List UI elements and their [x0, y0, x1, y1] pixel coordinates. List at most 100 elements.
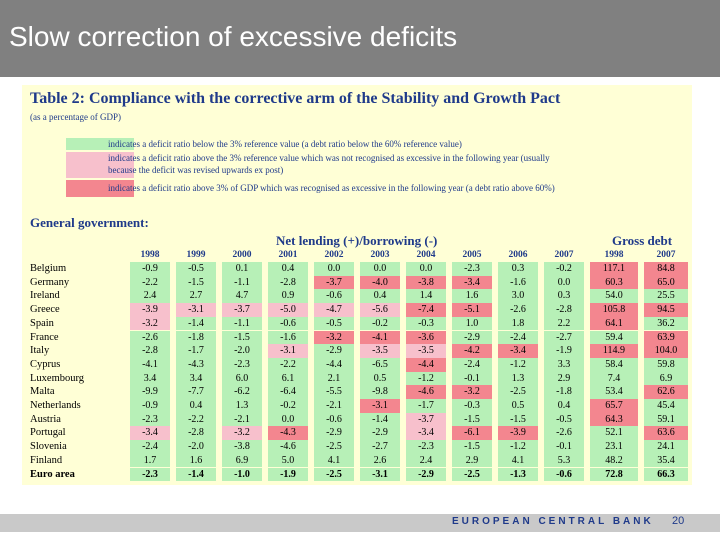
table-row: Cyprus -4.1 -4.3 -2.3 -2.2 -4.4 -6.5 -4.4 -2.4 -1… — [22, 357, 692, 372]
table-cell: -2.2 — [130, 275, 170, 290]
table-cell: -2.3 — [130, 412, 170, 427]
table-cell: -3.4 — [498, 344, 538, 358]
table-cell: 63.6 — [644, 426, 688, 441]
table-cell: -2.5 — [314, 440, 354, 454]
year-header: 2007 — [554, 250, 574, 260]
table-cell: -2.9 — [314, 344, 354, 358]
table-cell: 0.4 — [268, 262, 308, 276]
table-cell: -0.5 — [544, 412, 584, 427]
country-name: Italy — [30, 345, 50, 357]
table-cell: -4.4 — [406, 357, 446, 372]
table-cell: 59.8 — [644, 357, 688, 372]
table-cell: 24.1 — [644, 440, 688, 454]
table-cell: -1.3 — [498, 467, 538, 482]
table-cell: -2.9 — [314, 426, 354, 441]
table-cell: 66.3 — [644, 467, 688, 482]
table-cell: 2.1 — [314, 371, 354, 386]
table-cell: -9.8 — [360, 385, 400, 399]
table-cell: -1.9 — [268, 467, 308, 482]
table-cell: -3.1 — [360, 399, 400, 413]
table-cell: 4.1 — [314, 453, 354, 468]
table-cell: -1.7 — [406, 399, 446, 413]
table-cell: -7.7 — [176, 385, 216, 399]
year-header: 1998 — [604, 250, 624, 260]
table-cell: 104.0 — [644, 344, 688, 358]
country-name: Portugal — [30, 427, 66, 439]
table-cell: 0.4 — [544, 399, 584, 413]
table-cell: -1.4 — [176, 467, 216, 482]
table-row: Malta -9.9 -7.7 -6.2 -6.4 -5.5 -9.8 -4.6 -3.2 -2.… — [22, 385, 692, 399]
table-cell: 0.1 — [222, 262, 262, 276]
table-cell: -4.3 — [176, 357, 216, 372]
table-cell: -1.5 — [222, 330, 262, 345]
table-cell: -3.7 — [314, 275, 354, 290]
table-cell: 1.3 — [222, 399, 262, 413]
table-cell: -5.6 — [360, 303, 400, 317]
table-cell: -3.1 — [360, 467, 400, 482]
table-cell: -0.6 — [314, 289, 354, 304]
table-cell: 1.0 — [452, 316, 492, 331]
country-name: Spain — [30, 317, 54, 329]
table-cell: -0.6 — [268, 316, 308, 331]
table-cell: -3.7 — [406, 412, 446, 427]
country-name: Slovenia — [30, 441, 67, 453]
table-row: Portugal -3.4 -2.8 -3.2 -4.3 -2.9 -2.9 -3.4 -6.1… — [22, 426, 692, 441]
year-header: 1998 — [140, 250, 160, 260]
table-cell: -2.5 — [314, 467, 354, 482]
table-cell: -1.6 — [498, 275, 538, 290]
table-cell: 94.5 — [644, 303, 688, 317]
table-cell: -0.2 — [268, 399, 308, 413]
country-name: Austria — [30, 413, 61, 425]
table-cell: 58.4 — [590, 357, 638, 372]
table-cell: 0.5 — [360, 371, 400, 386]
table-cell: -1.6 — [268, 330, 308, 345]
table-cell: -0.5 — [314, 316, 354, 331]
table-cell: -3.2 — [314, 330, 354, 345]
table-cell: 35.4 — [644, 453, 688, 468]
table-cell: -0.1 — [544, 440, 584, 454]
table-cell: 2.4 — [130, 289, 170, 304]
country-name: Germany — [30, 276, 70, 288]
table-cell: -3.7 — [222, 303, 262, 317]
table-cell: 117.1 — [590, 262, 638, 276]
table-row: Austria -2.3 -2.2 -2.1 0.0 -0.6 -1.4 -3.7 -1.5 -1… — [22, 412, 692, 427]
table-row: Belgium -0.9 -0.5 0.1 0.4 0.0 0.0 0.0 -2.3 0.3 -0.… — [22, 262, 692, 276]
table-cell: 0.3 — [498, 262, 538, 276]
table-cell: 64.1 — [590, 316, 638, 331]
table-cell: 3.4 — [176, 371, 216, 386]
table-cell: 6.9 — [222, 453, 262, 468]
table-cell: -1.5 — [452, 412, 492, 427]
table-cell: -3.2 — [452, 385, 492, 399]
country-name: Cyprus — [30, 358, 61, 370]
legend-text-green: indicates a deficit ratio below the 3% r… — [108, 139, 462, 149]
year-header: 2000 — [232, 250, 252, 260]
country-name: Finland — [30, 454, 63, 466]
table-cell: 0.0 — [360, 262, 400, 276]
table-cell: 2.6 — [360, 453, 400, 468]
table-cell: -1.8 — [176, 330, 216, 345]
table-cell: 59.1 — [644, 412, 688, 427]
table-cell: 59.4 — [590, 330, 638, 345]
table-row: Spain -3.2 -1.4 -1.1 -0.6 -0.5 -0.2 -0.3 1.0 1.8 2… — [22, 316, 692, 331]
table-cell: -2.8 — [544, 303, 584, 317]
table-row: Greece -3.9 -3.1 -3.7 -5.0 -4.7 -5.6 -7.4 -5.1 -2… — [22, 303, 692, 317]
table-cell: -1.5 — [176, 275, 216, 290]
table-cell: -1.7 — [176, 344, 216, 358]
table-cell: 2.9 — [544, 371, 584, 386]
table-cell: -0.5 — [176, 262, 216, 276]
table-cell: 5.3 — [544, 453, 584, 468]
country-name: France — [30, 331, 59, 343]
table-cell: -2.5 — [498, 385, 538, 399]
table-cell: 3.0 — [498, 289, 538, 304]
table-cell: -2.6 — [544, 426, 584, 441]
table-cell: 0.4 — [176, 399, 216, 413]
page-number: 20 — [672, 515, 685, 527]
table-cell: -4.6 — [406, 385, 446, 399]
table-cell: -3.6 — [406, 330, 446, 345]
net-lending-header: Net lending (+)/borrowing (-) — [276, 233, 438, 248]
table-cell: -2.9 — [406, 467, 446, 482]
table-cell: -2.4 — [452, 357, 492, 372]
year-header: 2006 — [508, 250, 528, 260]
table-cell: 62.6 — [644, 385, 688, 399]
table-row: Luxembourg 3.4 3.4 6.0 6.1 2.1 0.5 -1.2 -0.1 1.3 2… — [22, 371, 692, 386]
